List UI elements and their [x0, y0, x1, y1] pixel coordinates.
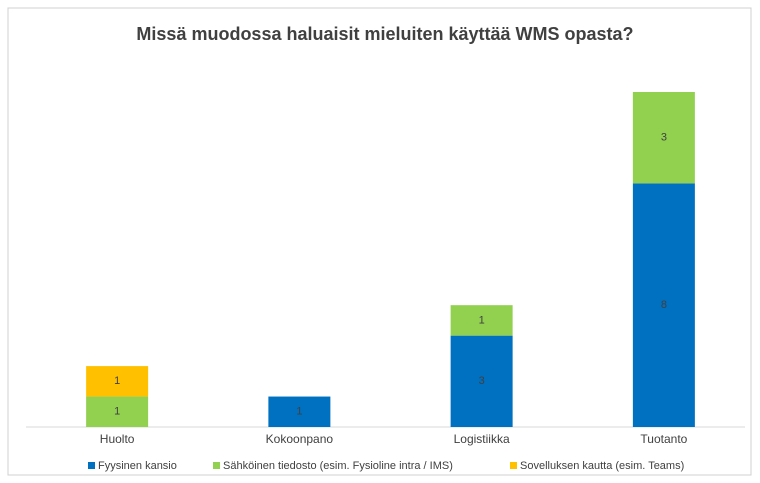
data-label: 1: [114, 406, 120, 418]
bar-segment: [450, 335, 513, 427]
legend-label: Sovelluksen kautta (esim. Teams): [520, 460, 684, 472]
bar-segment: [268, 396, 331, 427]
x-tick-label: Logistiikka: [454, 432, 510, 446]
x-tick-label: Huolto: [100, 432, 135, 446]
legend-label: Fyysinen kansio: [98, 460, 177, 472]
legend-label: Sähköinen tiedosto (esim. Fysioline intr…: [223, 460, 453, 472]
data-label: 1: [114, 375, 120, 387]
bar-segment: [450, 305, 513, 336]
bar-segment: [632, 92, 695, 184]
legend-swatch: [88, 462, 95, 469]
data-label: 1: [479, 314, 485, 326]
data-label: 3: [661, 132, 667, 144]
x-tick-label: Tuotanto: [640, 432, 687, 446]
data-label: 1: [296, 406, 302, 418]
data-label: 8: [661, 299, 667, 311]
legend-swatch: [213, 462, 220, 469]
bar-segment: [86, 396, 149, 427]
chart-title: Missä muodossa haluaisit mieluiten käytt…: [136, 24, 633, 44]
x-tick-label: Kokoonpano: [266, 432, 334, 446]
data-label: 3: [479, 375, 485, 387]
bar-segment: [86, 366, 149, 397]
legend-swatch: [510, 462, 517, 469]
bar-segment: [632, 183, 695, 427]
